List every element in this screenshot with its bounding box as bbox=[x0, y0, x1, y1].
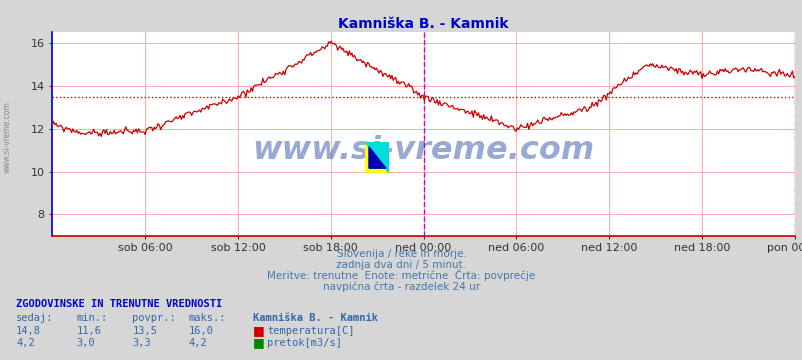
Text: temperatura[C]: temperatura[C] bbox=[267, 326, 354, 336]
Text: ■: ■ bbox=[253, 324, 265, 337]
Text: 4,2: 4,2 bbox=[188, 338, 207, 348]
Text: Slovenija / reke in morje.: Slovenija / reke in morje. bbox=[336, 249, 466, 260]
Text: pretok[m3/s]: pretok[m3/s] bbox=[267, 338, 342, 348]
Text: sedaj:: sedaj: bbox=[16, 313, 54, 323]
Text: Kamniška B. - Kamnik: Kamniška B. - Kamnik bbox=[253, 313, 378, 323]
Text: ■: ■ bbox=[253, 336, 265, 349]
Polygon shape bbox=[365, 142, 389, 173]
Text: www.si-vreme.com: www.si-vreme.com bbox=[252, 135, 594, 166]
Text: povpr.:: povpr.: bbox=[132, 313, 176, 323]
Text: 16,0: 16,0 bbox=[188, 326, 213, 336]
Text: Meritve: trenutne  Enote: metrične  Črta: povprečje: Meritve: trenutne Enote: metrične Črta: … bbox=[267, 269, 535, 281]
Text: 3,3: 3,3 bbox=[132, 338, 151, 348]
Text: zadnja dva dni / 5 minut.: zadnja dva dni / 5 minut. bbox=[336, 260, 466, 270]
Text: 13,5: 13,5 bbox=[132, 326, 157, 336]
Text: maks.:: maks.: bbox=[188, 313, 226, 323]
Text: 14,8: 14,8 bbox=[16, 326, 41, 336]
Title: Kamniška B. - Kamnik: Kamniška B. - Kamnik bbox=[338, 17, 508, 31]
Text: 11,6: 11,6 bbox=[76, 326, 101, 336]
Text: navpična črta - razdelek 24 ur: navpična črta - razdelek 24 ur bbox=[322, 281, 480, 292]
Polygon shape bbox=[365, 142, 389, 173]
Text: min.:: min.: bbox=[76, 313, 107, 323]
Text: 4,2: 4,2 bbox=[16, 338, 34, 348]
Text: www.si-vreme.com: www.si-vreme.com bbox=[2, 101, 12, 173]
Text: ZGODOVINSKE IN TRENUTNE VREDNOSTI: ZGODOVINSKE IN TRENUTNE VREDNOSTI bbox=[16, 299, 222, 309]
Text: 3,0: 3,0 bbox=[76, 338, 95, 348]
Polygon shape bbox=[369, 147, 385, 168]
